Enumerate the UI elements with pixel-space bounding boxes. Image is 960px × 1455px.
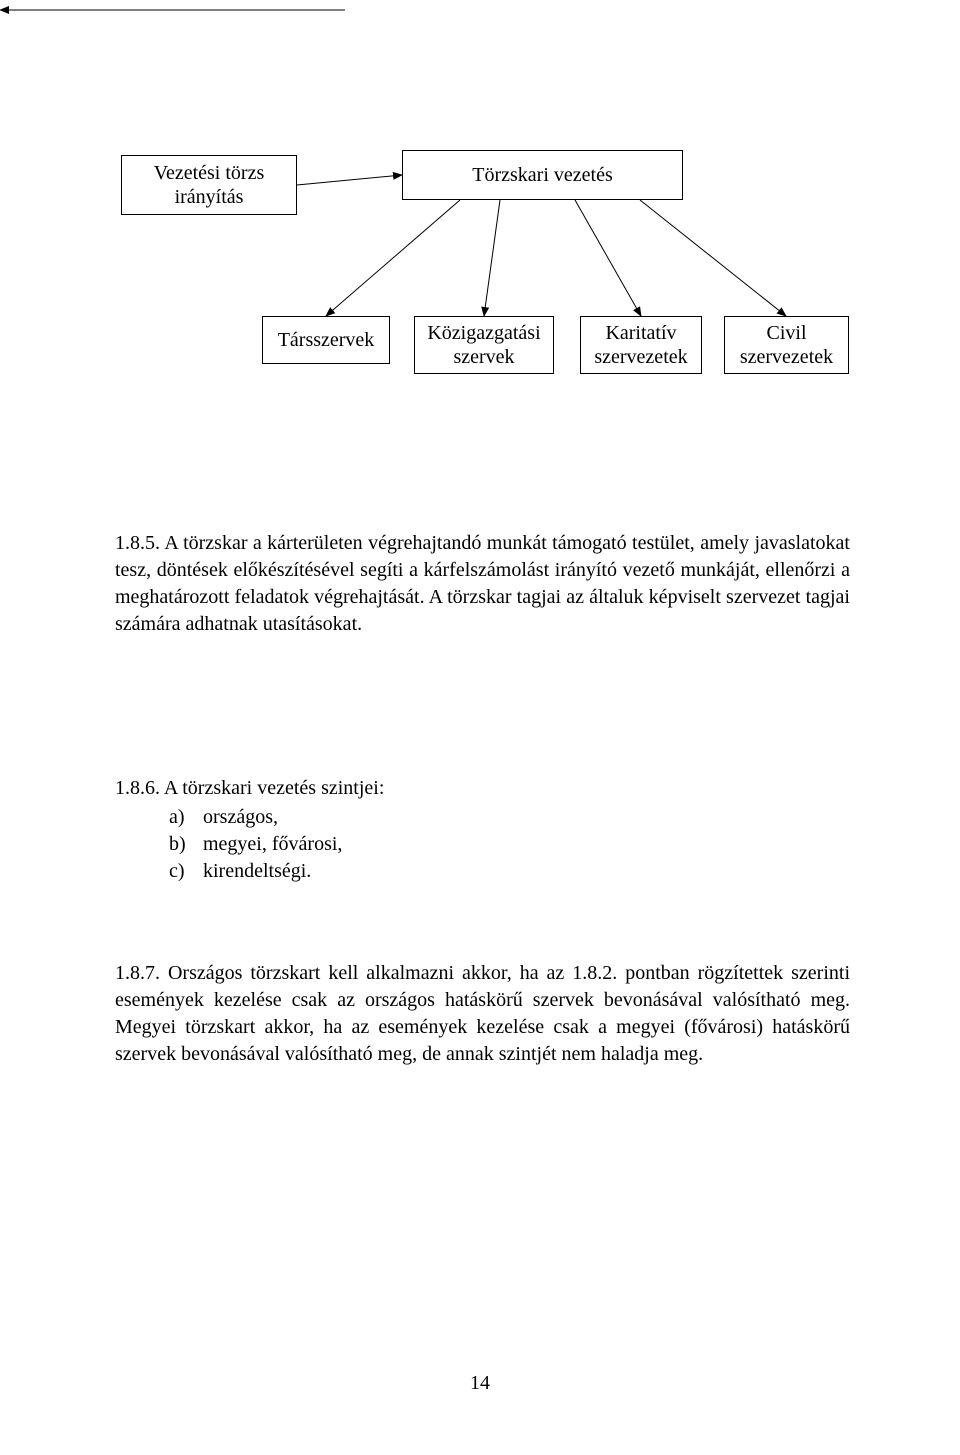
list-letter: a)	[169, 804, 203, 831]
para-intro: A törzskari vezetés szintjei:	[164, 777, 384, 799]
para-number: 1.8.6.	[115, 777, 160, 799]
node-kozigazgatasi: Közigazgatási szervek	[414, 316, 554, 374]
node-karitativ: Karitatív szervezetek	[580, 316, 702, 374]
node-label: Civil	[766, 321, 806, 345]
para-number: 1.8.7.	[115, 962, 160, 984]
node-label: Törzskari vezetés	[472, 163, 612, 187]
node-label: Közigazgatási	[427, 321, 540, 345]
node-tarsszervek: Társszervek	[262, 316, 390, 364]
list-text: kirendeltségi.	[203, 858, 403, 885]
para-number: 1.8.5.	[115, 532, 160, 554]
node-label: Társszervek	[278, 328, 375, 352]
list-letter: c)	[169, 858, 203, 885]
list-text: országos,	[203, 804, 403, 831]
page: Vezetési törzs irányítás Törzskari vezet…	[0, 0, 960, 1455]
node-vezetesi-torzs: Vezetési törzs irányítás	[121, 155, 297, 215]
para-text: Országos törzskart kell alkalmazni akkor…	[115, 962, 850, 1065]
node-label: Vezetési törzs	[154, 161, 265, 185]
node-label: szervezetek	[740, 345, 833, 369]
paragraph-1-8-7: 1.8.7. Országos törzskart kell alkalmazn…	[115, 960, 850, 1068]
node-label: Karitatív	[605, 321, 676, 345]
list-item: a) országos,	[169, 804, 850, 831]
list-1-8-6: a) országos, b) megyei, fővárosi, c) kir…	[169, 804, 850, 885]
paragraph-1-8-5: 1.8.5. A törzskar a kárterületen végreha…	[115, 530, 850, 638]
node-label: irányítás	[175, 185, 244, 209]
paragraph-1-8-6: 1.8.6. A törzskari vezetés szintjei: a) …	[115, 775, 850, 885]
list-text: megyei, fővárosi,	[203, 831, 403, 858]
node-label: szervezetek	[594, 345, 687, 369]
page-number: 14	[0, 1372, 960, 1395]
node-torzskari-vezetes: Törzskari vezetés	[402, 150, 683, 200]
list-item: c) kirendeltségi.	[169, 858, 850, 885]
list-item: b) megyei, fővárosi,	[169, 831, 850, 858]
node-label: szervek	[453, 345, 514, 369]
list-letter: b)	[169, 831, 203, 858]
node-civil: Civil szervezetek	[724, 316, 849, 374]
para-text: A törzskar a kárterületen végrehajtandó …	[115, 532, 850, 635]
